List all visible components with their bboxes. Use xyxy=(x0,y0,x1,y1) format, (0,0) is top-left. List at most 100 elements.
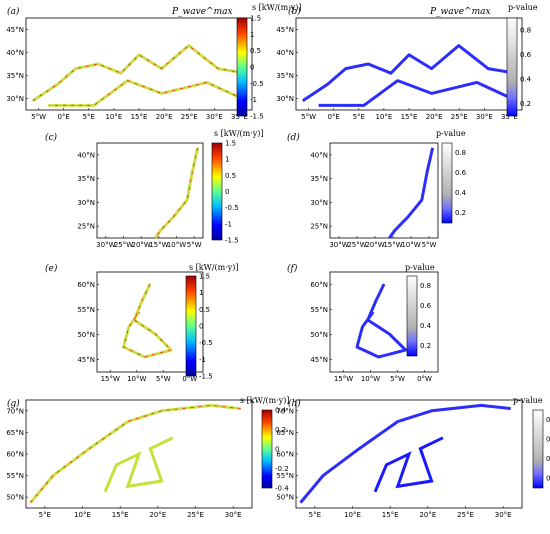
panel-label: (f) xyxy=(287,263,298,274)
trend-band-high xyxy=(32,44,246,106)
x-tick-label: 10°W xyxy=(361,375,380,383)
x-tick-label: 10°E xyxy=(375,113,392,121)
panel-c: (c) 30°W25°W20°W15°W10°W 5°W 40°N 35°N 30°N 25… xyxy=(45,129,264,249)
map-frame xyxy=(96,142,204,239)
colorbar-tick-label: 1.5 xyxy=(199,273,210,281)
colorbar-tick-label: 0.2 xyxy=(520,100,531,108)
y-tick-label: 50°N xyxy=(77,331,95,339)
x-tick-label: 15°W xyxy=(149,241,168,249)
x-tick-label: 35°E xyxy=(231,113,248,121)
x-tick-label: 20°E xyxy=(426,113,443,121)
colorbar xyxy=(261,409,273,489)
colorbar-tick-label: -1.5 xyxy=(199,373,213,381)
y-tick-label: 35°N xyxy=(6,72,24,80)
colorbar-tick-label: 0 xyxy=(225,188,229,196)
x-tick-label: 20°E xyxy=(149,511,166,519)
x-tick-label: 15°E xyxy=(382,511,399,519)
x-tick-label: 10°E xyxy=(105,113,122,121)
x-tick-label: 25°E xyxy=(181,113,198,121)
panel-title: P_wave^max xyxy=(429,7,491,17)
colorbar-tick-label: 1.5 xyxy=(225,140,236,148)
colorbar-title: p-value xyxy=(436,129,466,138)
x-tick-label: 0°E xyxy=(57,113,69,121)
colorbar xyxy=(406,275,418,357)
colorbar xyxy=(441,142,453,224)
y-tick-label: 30°N xyxy=(310,199,328,207)
panel-d: (d) 30°W25°W20°W15°W10°W 5°W 40°N 35°N 30°N 25… xyxy=(287,129,467,249)
x-tick-label: 5°W xyxy=(187,241,202,249)
y-tick-label: 60°N xyxy=(276,451,294,459)
y-tick-label: 35°N xyxy=(310,175,328,183)
map-frame xyxy=(96,271,204,373)
trend-band-high xyxy=(122,283,173,358)
y-tick-label: 45°N xyxy=(276,26,294,34)
x-tick-label: 0°W xyxy=(417,375,432,383)
x-tick-label: 5°W xyxy=(301,113,316,121)
colorbar-tick-label: 0.6 xyxy=(546,435,550,443)
y-tick-label: 40°N xyxy=(77,151,95,159)
panel-label: (e) xyxy=(45,263,58,274)
colorbar-tick-label: 0.2 xyxy=(546,474,550,482)
colorbar-tick-label: -1.5 xyxy=(225,237,239,245)
panel-e: (e) 15°W 10°W 5°W 0°W 60°N 55°N 50°N 45°N s [kW/(… xyxy=(45,263,239,383)
colorbar-tick-label: 0.6 xyxy=(420,302,432,310)
x-tick-label: 10°W xyxy=(167,241,186,249)
x-tick-label: 20°W xyxy=(131,241,150,249)
x-tick-label: 25°E xyxy=(457,511,474,519)
panel-label: (b) xyxy=(288,6,301,17)
x-tick-label: 30°E xyxy=(225,511,242,519)
colorbar-tick-label: 0.6 xyxy=(520,51,532,59)
y-tick-label: 65°N xyxy=(6,429,24,437)
x-tick-label: 20°W xyxy=(365,241,384,249)
y-tick-label: 30°N xyxy=(77,199,95,207)
y-tick-label: 25°N xyxy=(310,223,328,231)
x-tick-label: 15°W xyxy=(383,241,402,249)
colorbar-tick-label: 0.8 xyxy=(520,26,531,34)
colorbar-title: s [kW/(m·y)] xyxy=(189,263,239,272)
colorbar-tick-label: 0.8 xyxy=(546,416,550,424)
x-tick-label: 15°W xyxy=(334,375,353,383)
y-tick-label: 45°N xyxy=(77,356,95,364)
panel-label: (a) xyxy=(7,6,20,17)
x-tick-label: 10°W xyxy=(401,241,420,249)
colorbar xyxy=(532,409,544,489)
colorbar-tick-label: 0.4 xyxy=(455,189,467,197)
colorbar-tick-label: 0.5 xyxy=(199,306,210,314)
x-tick-label: 0°W xyxy=(182,375,197,383)
x-tick-label: 10°E xyxy=(344,511,361,519)
colorbar-title: s [kW/(m·y)] xyxy=(214,129,264,138)
trend-band xyxy=(355,283,408,359)
x-tick-label: 5°E xyxy=(353,113,365,121)
colorbar-tick-label: 0.8 xyxy=(455,149,466,157)
trend-band-high xyxy=(154,147,199,239)
y-tick-label: 35°N xyxy=(276,72,294,80)
colorbar-tick-label: 0.2 xyxy=(455,209,466,217)
y-tick-label: 60°N xyxy=(77,281,95,289)
trend-band-inland xyxy=(103,436,174,493)
x-tick-label: 5°E xyxy=(39,511,51,519)
panel-label: (h) xyxy=(288,398,301,409)
colorbar xyxy=(506,17,518,117)
panel-label: (g) xyxy=(7,398,20,409)
panel-label: (d) xyxy=(287,132,300,143)
map-frame xyxy=(25,17,253,111)
colorbar-tick-label: 1 xyxy=(250,31,254,39)
x-tick-label: 35°E xyxy=(501,113,518,121)
y-tick-label: 70°N xyxy=(276,407,294,415)
trend-band-inland xyxy=(373,436,444,493)
colorbar-tick-label: 0 xyxy=(250,64,254,72)
colorbar-tick-label: -0.2 xyxy=(275,465,289,473)
x-tick-label: 30°E xyxy=(495,511,512,519)
x-tick-label: 10°E xyxy=(74,511,91,519)
x-tick-label: 25°E xyxy=(187,511,204,519)
x-tick-label: 25°E xyxy=(451,113,468,121)
panel-label: (c) xyxy=(45,132,58,143)
colorbar-tick-label: 0.4 xyxy=(275,407,287,415)
x-tick-label: 25°W xyxy=(114,241,133,249)
x-tick-label: 5°W xyxy=(31,113,46,121)
y-tick-label: 55°N xyxy=(310,306,328,314)
x-tick-label: 15°W xyxy=(101,375,120,383)
colorbar-tick-label: 0.2 xyxy=(275,426,286,434)
panel-title: P_wave^max xyxy=(171,7,233,17)
